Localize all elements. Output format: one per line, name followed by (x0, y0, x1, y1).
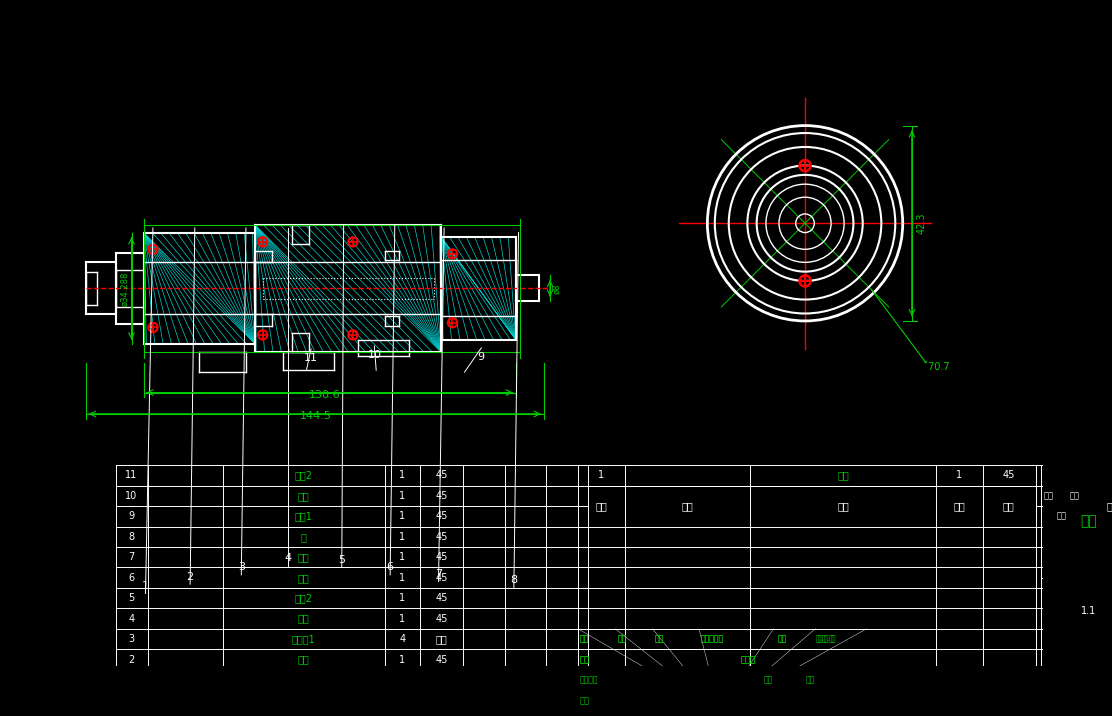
Text: 144.5: 144.5 (300, 412, 331, 422)
Text: 芯体: 芯体 (298, 573, 309, 583)
Text: 比例: 比例 (806, 675, 815, 684)
Text: 设计: 设计 (580, 655, 590, 664)
Text: 设计: 设计 (580, 655, 590, 664)
Text: 11: 11 (126, 470, 138, 480)
Text: 6: 6 (129, 573, 135, 583)
Text: 45: 45 (435, 532, 447, 542)
Text: 处数: 处数 (617, 634, 626, 644)
Text: 分区: 分区 (654, 634, 664, 644)
Text: 1: 1 (956, 470, 963, 480)
Text: 签名: 签名 (778, 634, 787, 644)
Text: 橡胶: 橡胶 (436, 634, 447, 644)
Text: 1: 1 (399, 614, 405, 624)
Text: 10: 10 (367, 350, 381, 360)
Text: 年.月.日: 年.月.日 (815, 634, 834, 644)
Text: 1: 1 (399, 593, 405, 603)
Text: 1: 1 (399, 491, 405, 500)
Text: 总计: 总计 (1070, 491, 1080, 500)
Text: 45: 45 (435, 470, 447, 480)
Text: 签名: 签名 (778, 634, 787, 644)
Text: 申报: 申报 (580, 696, 590, 705)
Text: 油: 油 (300, 532, 307, 542)
Text: 备注: 备注 (1106, 501, 1112, 511)
Text: 1: 1 (598, 470, 605, 480)
Text: 盖量: 盖量 (764, 675, 773, 684)
Text: 45: 45 (435, 552, 447, 562)
Text: 8: 8 (510, 576, 517, 586)
Text: 标记: 标记 (580, 634, 589, 644)
Text: 更改文件号: 更改文件号 (701, 634, 724, 644)
Text: 校对标记: 校对标记 (580, 675, 598, 684)
Text: 1: 1 (399, 552, 405, 562)
Text: 45: 45 (435, 573, 447, 583)
Text: 材料: 材料 (1003, 501, 1014, 511)
Text: 尾盖: 尾盖 (298, 552, 309, 562)
Text: 45: 45 (435, 654, 447, 664)
Text: 总图: 总图 (1081, 514, 1098, 528)
Text: 2: 2 (128, 654, 135, 664)
Text: 8: 8 (129, 532, 135, 542)
Text: 处数: 处数 (617, 634, 626, 644)
Text: 3: 3 (129, 634, 135, 644)
Text: 5: 5 (128, 593, 135, 603)
Text: 隔套2: 隔套2 (295, 470, 312, 480)
Text: 名称: 名称 (837, 501, 850, 511)
Text: 2: 2 (187, 572, 193, 582)
Text: 标记: 标记 (580, 634, 589, 644)
Text: 壳筒: 壳筒 (837, 470, 850, 480)
Text: 盖盖: 盖盖 (1056, 512, 1066, 521)
Text: 11: 11 (304, 353, 318, 363)
Text: 1: 1 (399, 470, 405, 480)
Text: 9: 9 (129, 511, 135, 521)
Text: 1: 1 (399, 532, 405, 542)
Text: 代号: 代号 (681, 501, 693, 511)
Text: 4: 4 (285, 553, 291, 563)
Text: 单件: 单件 (1044, 491, 1054, 500)
Text: 45: 45 (435, 614, 447, 624)
Text: 1: 1 (399, 654, 405, 664)
Text: 1: 1 (399, 511, 405, 521)
Text: 隔套1: 隔套1 (295, 511, 312, 521)
Text: 年.月.日: 年.月.日 (818, 634, 836, 644)
Text: 1: 1 (142, 581, 149, 591)
Text: 标准化: 标准化 (741, 655, 756, 664)
Text: 6: 6 (387, 563, 394, 573)
Text: 4: 4 (129, 614, 135, 624)
Text: 垫块: 垫块 (298, 614, 309, 624)
Text: ø8: ø8 (552, 283, 562, 294)
Text: 数量: 数量 (954, 501, 965, 511)
Text: 45: 45 (435, 511, 447, 521)
Text: 衬套: 衬套 (298, 654, 309, 664)
Text: 1.1: 1.1 (1081, 606, 1096, 616)
Text: 标准化: 标准化 (741, 655, 756, 664)
Text: 弹簧: 弹簧 (298, 491, 309, 500)
Text: 3: 3 (238, 563, 245, 573)
Text: 45: 45 (1003, 470, 1015, 480)
Text: 7: 7 (128, 552, 135, 562)
Text: 9: 9 (478, 352, 485, 362)
Text: ø34.288: ø34.288 (121, 271, 130, 306)
Text: 套筒2: 套筒2 (295, 593, 312, 603)
Text: 7: 7 (435, 569, 443, 579)
Text: ͂70.7: ͂70.7 (927, 362, 950, 372)
Text: 分区: 分区 (654, 634, 664, 644)
Text: 10: 10 (126, 491, 138, 500)
Text: 45: 45 (435, 491, 447, 500)
Text: 5: 5 (338, 555, 345, 565)
Text: 1: 1 (399, 573, 405, 583)
Text: 42.3: 42.3 (916, 213, 926, 234)
Text: 密封圈1: 密封圈1 (291, 634, 316, 644)
Text: 4: 4 (399, 634, 405, 644)
Text: 45: 45 (435, 593, 447, 603)
Text: 130.6: 130.6 (309, 390, 341, 400)
Text: 更改文件号: 更改文件号 (701, 634, 724, 644)
Text: 序号: 序号 (595, 501, 607, 511)
